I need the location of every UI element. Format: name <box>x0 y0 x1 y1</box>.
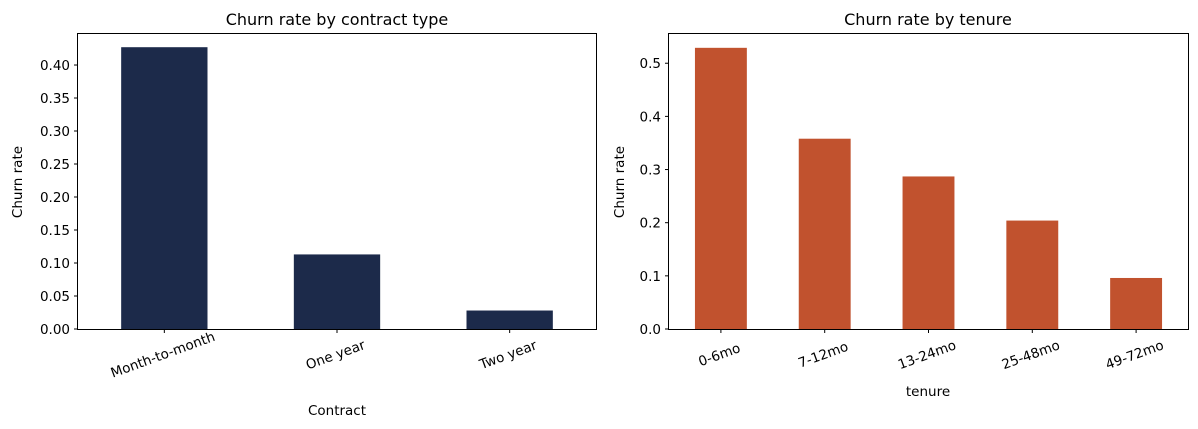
y-tick-label: 0.40 <box>40 58 70 74</box>
y-tick-label: 0.25 <box>40 157 70 173</box>
y-tick-label: 0.1 <box>640 269 661 285</box>
bar-month-to-month <box>121 47 208 330</box>
bar-13-24mo <box>902 176 955 329</box>
y-axis-label: Churn rate <box>612 146 628 218</box>
y-tick-label: 0.20 <box>40 190 70 206</box>
y-tick-label: 0.00 <box>40 322 70 338</box>
bar-0-6mo <box>694 47 747 329</box>
y-tick-label: 0.35 <box>40 91 70 107</box>
plot-frame <box>668 33 1189 330</box>
y-tick-label: 0.4 <box>640 109 661 125</box>
x-axis-label: Contract <box>308 403 366 419</box>
bar-one-year <box>293 254 381 329</box>
chart-title: Churn rate by contract type <box>226 10 449 29</box>
x-tick-label: 25-48mo <box>1000 337 1062 373</box>
x-tick-label: 49-72mo <box>1104 337 1166 373</box>
x-tick-label: 7-12mo <box>796 339 850 372</box>
y-axis-ticks: 0.00 0.05 0.10 0.15 0.20 0.25 0.30 0.35 0.40 <box>40 58 78 338</box>
x-tick-label: 13-24mo <box>896 337 958 373</box>
bar-two-year <box>466 310 553 329</box>
x-tick-label: 0-6mo <box>696 340 742 370</box>
y-tick-label: 0.15 <box>40 223 70 239</box>
x-axis-ticks: Month-to-month One year Two year <box>109 329 540 382</box>
bar-group <box>694 47 1163 329</box>
y-tick-label: 0.10 <box>40 256 70 272</box>
y-axis-label: Churn rate <box>10 146 26 218</box>
subplot-tenure: Churn rate by tenure 0.00.10.20.30.40.5 … <box>612 10 1189 400</box>
y-tick-label: 0.5 <box>640 56 661 72</box>
bar-49-72mo <box>1110 277 1163 329</box>
chart-title: Churn rate by tenure <box>844 10 1012 29</box>
y-tick-label: 0.2 <box>640 216 661 232</box>
plot-frame <box>77 33 597 330</box>
bar-7-12mo <box>798 138 851 329</box>
x-tick-label: One year <box>304 337 368 373</box>
x-tick-label: Two year <box>477 337 540 373</box>
x-axis-ticks: 0-6mo 7-12mo 13-24mo 25-48mo 49-72mo <box>696 329 1166 373</box>
y-tick-label: 0.0 <box>640 322 661 338</box>
y-tick-label: 0.05 <box>40 289 70 305</box>
x-axis-label: tenure <box>906 384 950 400</box>
y-tick-label: 0.3 <box>640 163 661 179</box>
subplot-contract: Churn rate by contract type 0.00 0.05 0.10… <box>10 10 597 419</box>
y-tick-label: 0.30 <box>40 124 70 140</box>
bar-25-48mo <box>1006 220 1059 329</box>
y-axis-ticks: 0.0 0.1 0.2 0.3 0.4 0.5 <box>640 56 669 338</box>
x-tick-label: Month-to-month <box>109 329 218 382</box>
bar-group <box>121 47 553 330</box>
